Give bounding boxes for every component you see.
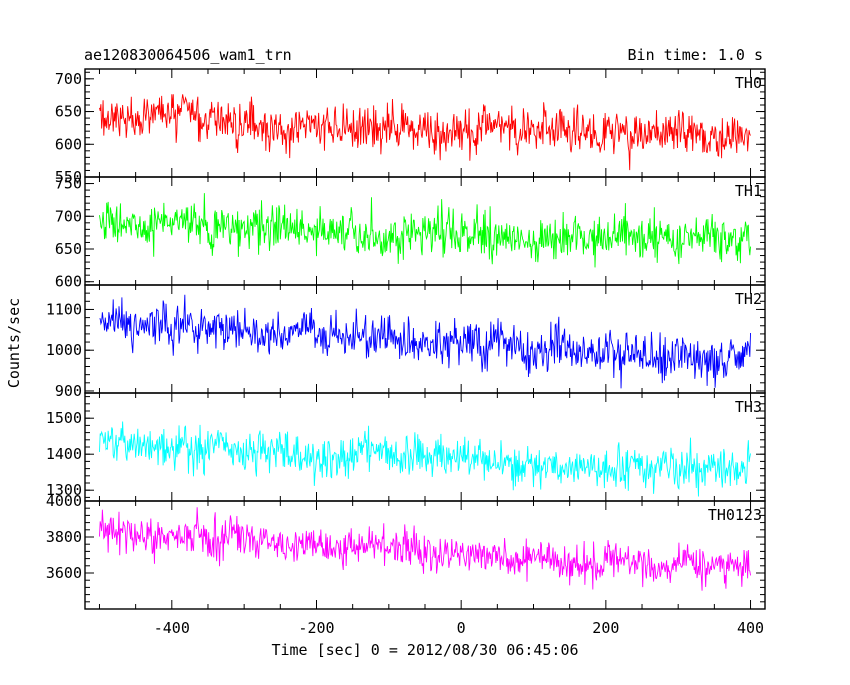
y-tick-label: 1400 (46, 445, 82, 463)
y-tick-label: 650 (55, 240, 82, 258)
y-tick-label: 650 (55, 103, 82, 121)
y-tick-label: 700 (55, 70, 82, 88)
panel-frame (84, 284, 766, 394)
panel-th0123: 3600 3800 4000 TH0123 (46, 492, 766, 610)
y-tick-label: 550 (55, 168, 82, 186)
x-tick-label: 400 (737, 619, 764, 637)
series-line-th0123 (99, 507, 751, 591)
panel-label-th3: TH3 (735, 398, 762, 416)
panel-label-th0: TH0 (735, 74, 762, 92)
panel-label-th2: TH2 (735, 290, 762, 308)
panel-th1: 600 650 700 750 TH1 (55, 175, 766, 291)
x-tick-label: -400 (154, 619, 190, 637)
y-tick-label: 1500 (46, 409, 82, 427)
bin-time-label: Bin time: 1.0 s (628, 46, 763, 64)
x-tick-label: -200 (298, 619, 334, 637)
y-tick-label: 4000 (46, 492, 82, 510)
y-tick-label: 3600 (46, 564, 82, 582)
y-tick-label: 900 (55, 382, 82, 400)
series-line-th0 (99, 94, 751, 171)
y-tick-label: 700 (55, 207, 82, 225)
y-tick-label: 750 (55, 175, 82, 193)
y-tick-label: 3800 (46, 528, 82, 546)
series-line-th1 (99, 193, 751, 268)
y-tick-label: 1100 (46, 300, 82, 318)
panel-stack: 550 600 650 700 TH0 600 650 700 750 TH1 900 1000 110… (46, 68, 766, 637)
panel-th2: 900 1000 1100 TH2 (46, 284, 766, 400)
panel-th0: 550 600 650 700 TH0 (55, 68, 766, 186)
x-axis-title: Time [sec] 0 = 2012/08/30 06:45:06 (271, 641, 578, 659)
y-tick-label: 600 (55, 273, 82, 291)
panel-label-th0123: TH0123 (708, 506, 762, 524)
series-line-th3 (99, 421, 751, 497)
panel-frame (84, 176, 766, 286)
y-tick-label: 600 (55, 135, 82, 153)
panel-label-th1: TH1 (735, 182, 762, 200)
x-tick-label: 200 (592, 619, 619, 637)
y-tick-label: 1000 (46, 341, 82, 359)
panel-th3: 1300 1400 1500 TH3 (46, 392, 766, 502)
y-axis-title: Counts/sec (5, 298, 23, 388)
x-tick-label: 0 (457, 619, 466, 637)
observation-title: ae120830064506_wam1_trn (84, 46, 292, 64)
series-line-th2 (99, 294, 751, 389)
y-tick-label: 1300 (46, 481, 82, 499)
